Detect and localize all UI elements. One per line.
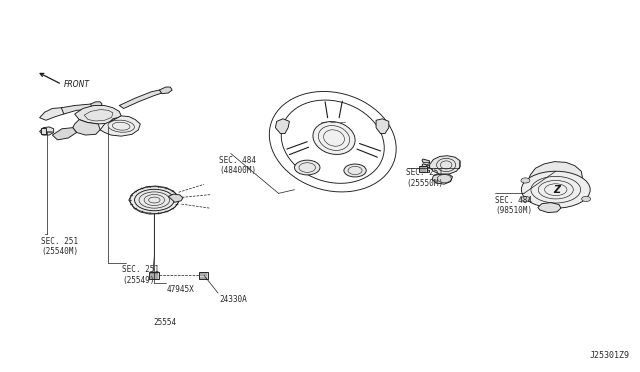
Text: SEC. 251
(25540M): SEC. 251 (25540M) — [41, 237, 78, 256]
Ellipse shape — [582, 196, 591, 202]
Polygon shape — [41, 128, 46, 134]
Polygon shape — [159, 87, 172, 94]
Ellipse shape — [294, 160, 320, 175]
Polygon shape — [40, 108, 67, 120]
Polygon shape — [199, 272, 209, 279]
Polygon shape — [61, 104, 96, 114]
Polygon shape — [116, 116, 124, 122]
Polygon shape — [149, 272, 159, 279]
Text: J25301Z9: J25301Z9 — [589, 351, 629, 360]
Text: SEC. 484
(48400M): SEC. 484 (48400M) — [220, 156, 256, 175]
Polygon shape — [529, 161, 582, 192]
Ellipse shape — [313, 122, 355, 154]
Polygon shape — [422, 164, 429, 167]
Text: 24330A: 24330A — [220, 295, 247, 304]
Ellipse shape — [344, 164, 366, 177]
Polygon shape — [538, 203, 561, 212]
Polygon shape — [116, 125, 124, 130]
Polygon shape — [52, 128, 77, 140]
Ellipse shape — [522, 171, 590, 208]
Polygon shape — [422, 159, 429, 163]
Ellipse shape — [521, 178, 530, 183]
Polygon shape — [422, 169, 429, 172]
Polygon shape — [432, 174, 452, 184]
Ellipse shape — [521, 196, 530, 202]
Polygon shape — [75, 106, 121, 124]
Polygon shape — [129, 186, 179, 214]
Text: SEC. 251
(25550M): SEC. 251 (25550M) — [406, 168, 443, 188]
Polygon shape — [275, 119, 289, 134]
Text: SEC. 251
(25549): SEC. 251 (25549) — [122, 265, 159, 285]
Polygon shape — [429, 156, 460, 174]
Text: Z: Z — [554, 185, 561, 195]
Polygon shape — [91, 102, 102, 108]
Text: SEC. 484
(98510M): SEC. 484 (98510M) — [495, 196, 532, 215]
Polygon shape — [168, 194, 183, 202]
Polygon shape — [73, 119, 100, 135]
Polygon shape — [40, 127, 54, 135]
Polygon shape — [100, 116, 140, 136]
Text: FRONT: FRONT — [64, 80, 90, 89]
Polygon shape — [419, 166, 427, 172]
Polygon shape — [106, 118, 124, 128]
Polygon shape — [376, 119, 389, 134]
Polygon shape — [119, 90, 162, 109]
Text: 47945X: 47945X — [167, 285, 195, 294]
Text: 25554: 25554 — [153, 318, 176, 327]
